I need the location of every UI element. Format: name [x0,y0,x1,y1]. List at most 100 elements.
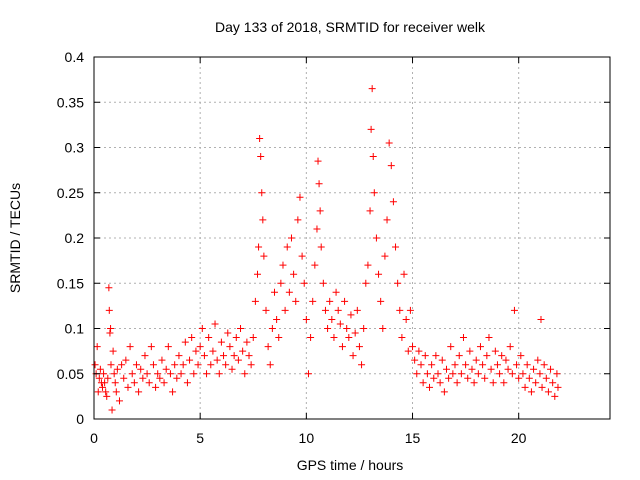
data-point [338,343,346,351]
data-point [160,379,168,387]
data-point [314,157,322,165]
data-point [266,361,274,369]
data-point [500,379,508,387]
data-point [540,361,548,369]
data-point [554,383,562,391]
data-point [415,347,423,355]
data-point [515,374,523,382]
data-point [95,374,103,382]
data-point [132,361,140,369]
data-point [472,356,480,364]
data-point [358,361,366,369]
data-point [243,338,251,346]
data-point [409,343,417,351]
data-point [537,315,545,323]
data-point [122,356,130,364]
data-point [400,270,408,278]
data-point [300,279,308,287]
data-point [107,325,115,332]
data-point [491,347,499,355]
data-point [141,352,149,360]
data-point [381,252,389,260]
data-point [324,325,332,332]
x-tick-label: 5 [196,430,204,446]
data-point [268,325,276,332]
data-point [553,370,561,378]
data-point [328,315,336,323]
data-point [93,343,101,351]
data-point [406,306,414,314]
data-point [298,252,306,260]
data-point [256,134,264,142]
data-point [367,125,375,133]
data-point [343,325,351,332]
data-point [220,352,228,360]
data-point [530,365,538,373]
data-point [287,234,295,242]
data-point [449,370,457,378]
data-point [203,370,211,378]
data-point [105,284,113,292]
data-point [377,297,385,305]
data-point [96,365,104,373]
data-point [217,338,225,346]
data-point [445,374,453,382]
data-point [103,392,111,400]
data-point [353,306,361,314]
data-point [309,297,317,305]
data-point [317,243,325,251]
data-point [101,379,109,387]
data-point [398,334,406,342]
axis-ticks: 0 5 10 15 20 0 0.05 0.1 0.15 0.2 0.25 0.3 0.35 0.4 [57,49,610,446]
data-point [549,379,557,387]
data-point [213,356,221,364]
data-point [104,374,112,382]
data-point [544,388,552,396]
data-point [102,388,110,396]
data-point [527,388,535,396]
data-point [200,352,208,360]
data-point [496,370,504,378]
data-point [249,334,257,342]
data-point [171,361,179,369]
data-point [479,361,487,369]
data-point [510,306,518,314]
data-point [385,139,393,147]
data-point [498,352,506,360]
data-point [459,334,467,342]
data-point [307,334,315,342]
data-point [436,379,444,387]
x-tick-label: 0 [90,430,98,446]
data-point [224,329,232,337]
data-point [474,370,482,378]
data-point [110,370,118,378]
data-point [126,343,134,351]
data-point [432,352,440,360]
data-point [294,216,302,224]
data-point [98,383,106,391]
data-point [402,315,410,323]
data-point [504,365,512,373]
data-point [304,370,312,378]
data-point [345,334,353,342]
data-point [457,370,465,378]
data-point [368,85,376,93]
data-point [547,365,555,373]
data-point [517,352,525,360]
data-point [394,279,402,287]
data-point [481,374,489,382]
data-point [156,374,164,382]
data-point [485,334,493,342]
data-point [237,325,245,332]
data-point [205,334,213,342]
data-point [464,374,472,382]
data-point [254,270,262,278]
data-point [192,347,200,355]
data-point [551,392,559,400]
data-point [334,306,342,314]
data-point [532,379,540,387]
data-point [468,365,476,373]
data-point [188,334,196,342]
data-point [411,356,419,364]
data-point [177,370,185,378]
